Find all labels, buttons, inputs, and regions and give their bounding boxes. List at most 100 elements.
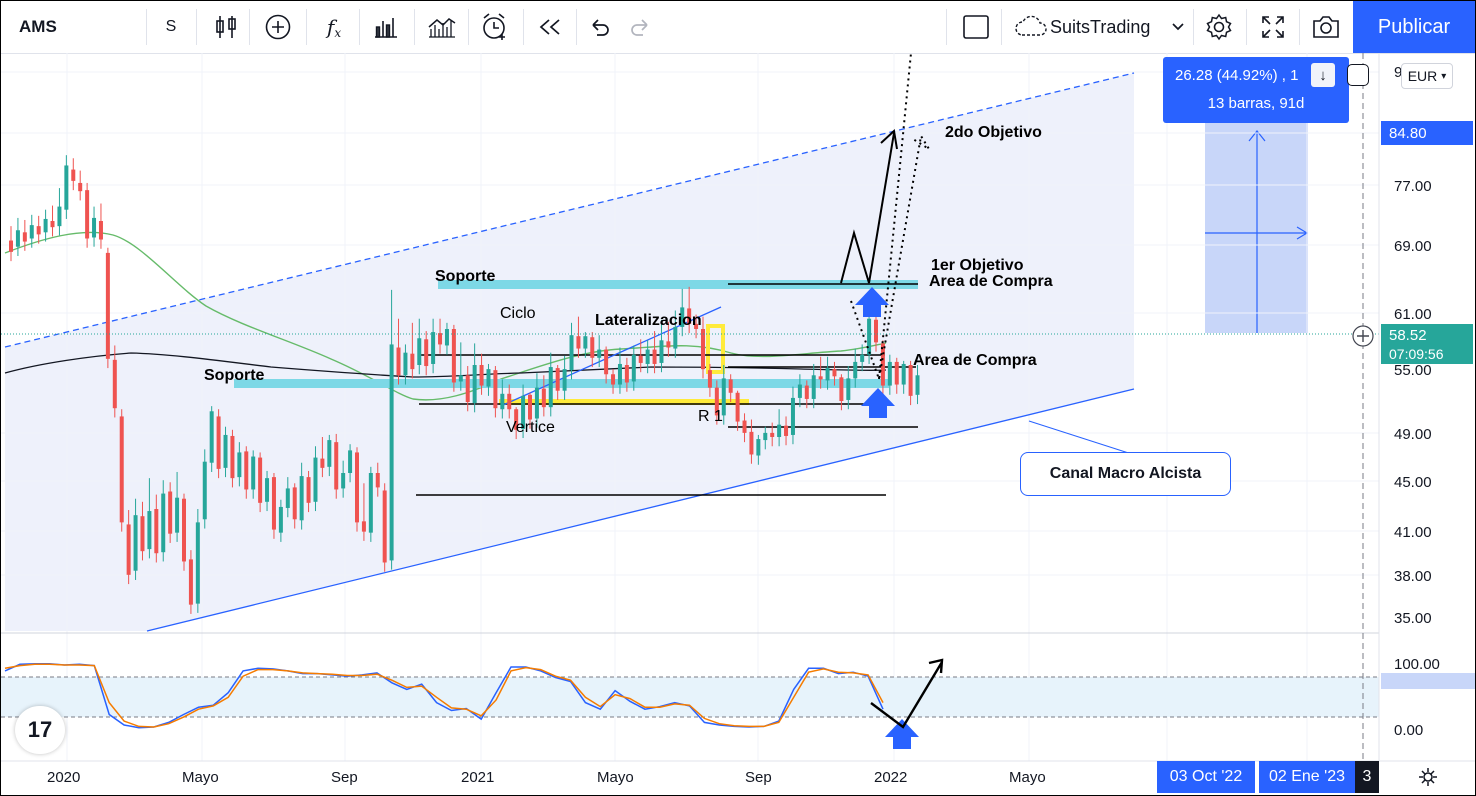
candle-body[interactable] bbox=[846, 378, 851, 400]
vertex-band[interactable] bbox=[499, 399, 749, 405]
candle-body[interactable] bbox=[85, 190, 90, 239]
lateral-box[interactable] bbox=[706, 324, 725, 374]
candle-body[interactable] bbox=[237, 452, 242, 478]
candle-body[interactable] bbox=[507, 393, 512, 410]
candles-layer[interactable] bbox=[9, 155, 920, 614]
candle-body[interactable] bbox=[659, 340, 664, 363]
candle-body[interactable] bbox=[188, 559, 193, 605]
candle-body[interactable] bbox=[451, 329, 456, 383]
candle-body[interactable] bbox=[444, 329, 449, 346]
candle-body[interactable] bbox=[161, 493, 166, 553]
candle-body[interactable] bbox=[36, 226, 41, 235]
candle-body[interactable] bbox=[50, 221, 55, 228]
candle-body[interactable] bbox=[348, 450, 353, 473]
publish-button[interactable]: Publicar bbox=[1353, 1, 1475, 53]
candle-body[interactable] bbox=[818, 376, 823, 380]
candle-body[interactable] bbox=[597, 349, 602, 358]
candle-body[interactable] bbox=[742, 420, 747, 433]
ma-green[interactable] bbox=[4, 231, 887, 401]
candle-body[interactable] bbox=[98, 221, 103, 240]
candle-body[interactable] bbox=[555, 368, 560, 391]
candle-body[interactable] bbox=[479, 365, 484, 386]
candle-body[interactable] bbox=[355, 452, 359, 523]
candle-body[interactable] bbox=[707, 370, 712, 388]
candle-body[interactable] bbox=[666, 341, 671, 348]
candle-body[interactable] bbox=[617, 363, 622, 385]
candle-body[interactable] bbox=[168, 491, 173, 534]
compare-icon[interactable] bbox=[426, 1, 458, 53]
candle-body[interactable] bbox=[486, 369, 491, 387]
candle-body[interactable] bbox=[15, 230, 20, 247]
candle-body[interactable] bbox=[292, 487, 297, 520]
label-ciclo[interactable]: Ciclo bbox=[500, 305, 536, 322]
candle-body[interactable] bbox=[403, 352, 408, 376]
arrow-down-icon[interactable]: ↓ bbox=[1311, 63, 1335, 87]
candle-body[interactable] bbox=[382, 490, 387, 563]
candle-body[interactable] bbox=[604, 349, 609, 375]
candle-body[interactable] bbox=[735, 392, 740, 422]
candle-body[interactable] bbox=[57, 206, 62, 227]
candle-body[interactable] bbox=[728, 379, 733, 393]
candle-body[interactable] bbox=[22, 232, 27, 242]
candle-body[interactable] bbox=[576, 336, 581, 349]
candle-body[interactable] bbox=[375, 473, 380, 488]
resistance-band[interactable] bbox=[438, 280, 918, 289]
candle-body[interactable] bbox=[271, 477, 276, 530]
candle-body[interactable] bbox=[901, 363, 906, 385]
candle-body[interactable] bbox=[341, 473, 346, 489]
candle-body[interactable] bbox=[694, 323, 699, 329]
candle-body[interactable] bbox=[306, 477, 311, 503]
candle-body[interactable] bbox=[105, 252, 110, 359]
candle-body[interactable] bbox=[216, 416, 221, 469]
layout-name[interactable]: SuitsTrading bbox=[1050, 16, 1151, 37]
candle-body[interactable] bbox=[797, 384, 802, 398]
candle-body[interactable] bbox=[548, 367, 553, 408]
tradingview-logo[interactable]: 17 bbox=[15, 706, 65, 754]
candle-body[interactable] bbox=[126, 524, 131, 575]
candle-body[interactable] bbox=[887, 361, 892, 386]
candle-body[interactable] bbox=[880, 343, 885, 386]
candle-body[interactable] bbox=[438, 333, 443, 345]
channel-lower-line[interactable] bbox=[146, 388, 1135, 632]
candle-body[interactable] bbox=[71, 169, 76, 181]
candle-body[interactable] bbox=[631, 354, 636, 382]
candle-body[interactable] bbox=[908, 365, 913, 396]
candle-body[interactable] bbox=[424, 339, 429, 367]
candle-body[interactable] bbox=[334, 442, 339, 490]
label-lateralizacion[interactable]: Lateralizacion bbox=[595, 312, 702, 329]
candle-body[interactable] bbox=[853, 361, 858, 379]
oscillator-arrow[interactable] bbox=[870, 658, 944, 729]
candle-body[interactable] bbox=[756, 439, 761, 456]
candle-body[interactable] bbox=[140, 516, 145, 552]
candle-body[interactable] bbox=[493, 370, 498, 409]
label-area-compra-2[interactable]: Area de Compra bbox=[913, 352, 1037, 369]
candle-body[interactable] bbox=[182, 498, 186, 562]
candle-body[interactable] bbox=[258, 457, 263, 503]
candle-body[interactable] bbox=[313, 457, 318, 502]
candle-body[interactable] bbox=[777, 424, 782, 437]
candle-body[interactable] bbox=[431, 332, 436, 364]
label-soporte-1[interactable]: Soporte bbox=[435, 268, 496, 285]
candle-body[interactable] bbox=[514, 409, 519, 430]
candle-body[interactable] bbox=[223, 434, 228, 468]
candle-body[interactable] bbox=[624, 365, 629, 383]
candle-body[interactable] bbox=[389, 344, 394, 561]
candle-body[interactable] bbox=[714, 387, 719, 416]
candle-body[interactable] bbox=[894, 361, 899, 385]
candle-body[interactable] bbox=[327, 440, 332, 467]
candle-body[interactable] bbox=[832, 369, 837, 377]
candle-body[interactable] bbox=[874, 319, 878, 343]
time-axis[interactable]: 2020 Mayo Sep 2021 Mayo Sep 2022 Mayo bbox=[47, 769, 1046, 786]
replay-icon[interactable] bbox=[535, 1, 565, 53]
candle-body[interactable] bbox=[265, 478, 270, 502]
candle-body[interactable] bbox=[244, 451, 249, 490]
sync-icon[interactable] bbox=[1347, 64, 1369, 86]
label-vertice[interactable]: Vertice bbox=[506, 419, 555, 436]
candle-body[interactable] bbox=[562, 369, 567, 391]
candle-body[interactable] bbox=[680, 307, 685, 327]
candle-body[interactable] bbox=[687, 308, 692, 324]
candle-body[interactable] bbox=[721, 378, 726, 416]
candle-body[interactable] bbox=[112, 359, 117, 409]
candle-body[interactable] bbox=[396, 347, 401, 376]
